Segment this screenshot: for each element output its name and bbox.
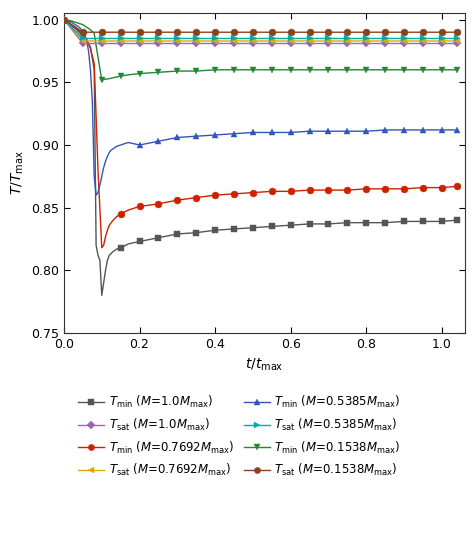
Y-axis label: $T/T_{\mathrm{max}}$: $T/T_{\mathrm{max}}$ <box>9 151 26 195</box>
Legend: $T_{\mathrm{min}}$ ($M$=1.0$M_{\mathrm{max}}$), $T_{\mathrm{sat}}$ ($M$=1.0$M_{\: $T_{\mathrm{min}}$ ($M$=1.0$M_{\mathrm{m… <box>74 391 404 482</box>
X-axis label: $t/t_{\mathrm{max}}$: $t/t_{\mathrm{max}}$ <box>245 357 283 373</box>
